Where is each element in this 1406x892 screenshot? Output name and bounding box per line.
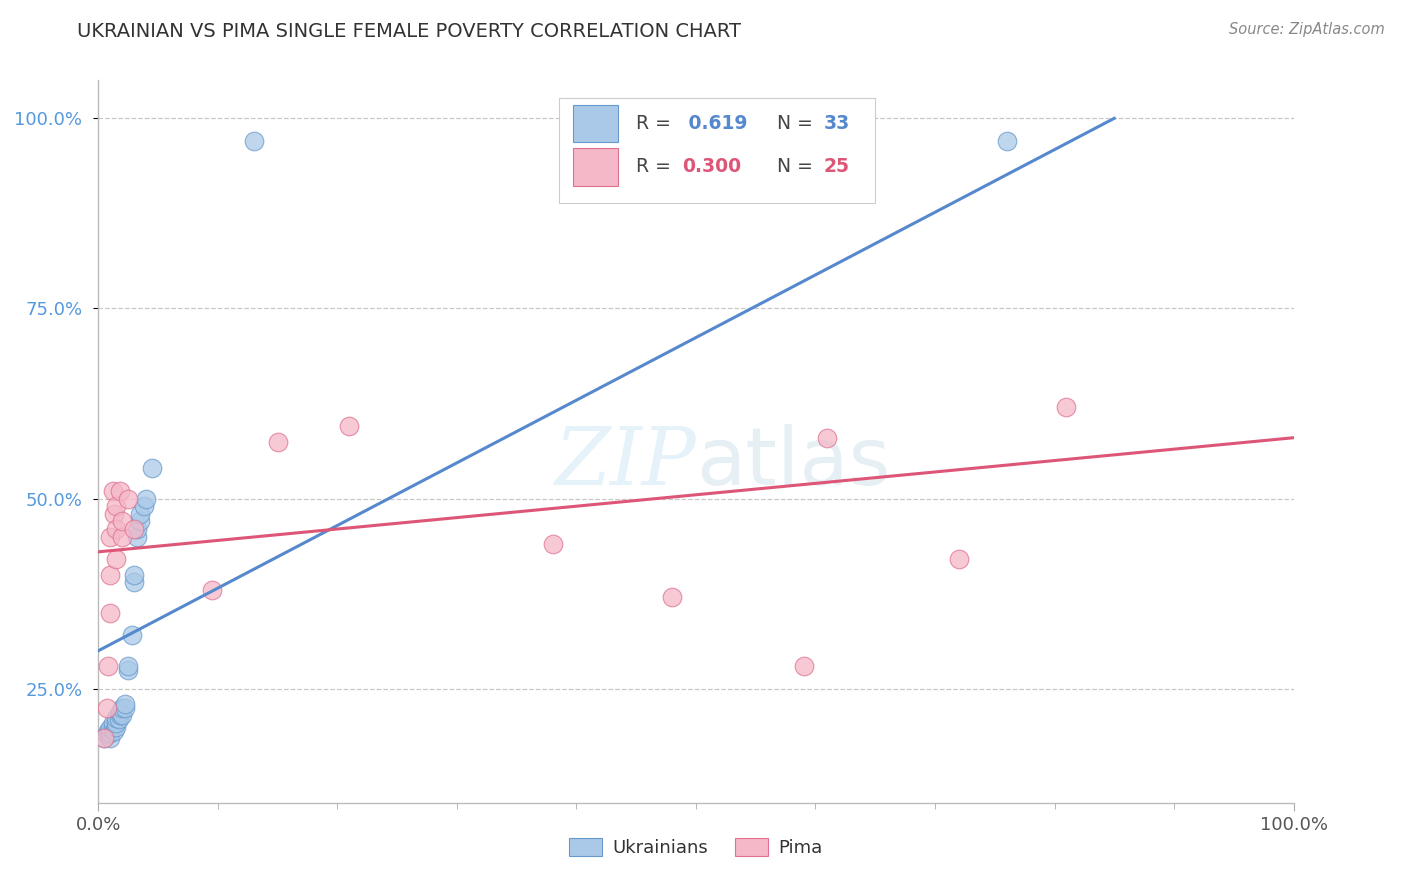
Point bbox=[243, 134, 266, 148]
Point bbox=[111, 515, 134, 529]
Text: N =: N = bbox=[765, 114, 820, 133]
Point bbox=[105, 522, 128, 536]
Point bbox=[117, 663, 139, 677]
Point bbox=[103, 723, 125, 738]
Point bbox=[815, 431, 838, 445]
Point bbox=[96, 727, 118, 741]
Point bbox=[97, 723, 120, 738]
Point bbox=[98, 726, 122, 740]
Point bbox=[105, 552, 128, 566]
Point bbox=[111, 708, 134, 723]
Point bbox=[267, 434, 290, 449]
Point bbox=[98, 731, 122, 746]
Point bbox=[125, 530, 148, 544]
FancyBboxPatch shape bbox=[572, 148, 619, 186]
Point bbox=[101, 483, 124, 498]
FancyBboxPatch shape bbox=[558, 98, 876, 203]
Text: 33: 33 bbox=[824, 114, 851, 133]
Point bbox=[105, 711, 128, 725]
Point bbox=[132, 499, 155, 513]
Text: 0.300: 0.300 bbox=[682, 158, 741, 177]
Point bbox=[129, 515, 152, 529]
Text: R =: R = bbox=[637, 114, 678, 133]
Point bbox=[124, 567, 146, 582]
Text: 25: 25 bbox=[824, 158, 849, 177]
Point bbox=[129, 507, 152, 521]
Point bbox=[111, 700, 134, 714]
Point bbox=[105, 499, 128, 513]
Point bbox=[1056, 401, 1078, 415]
Point bbox=[98, 721, 122, 735]
Point bbox=[96, 700, 118, 714]
Point bbox=[135, 491, 157, 506]
Point bbox=[141, 461, 163, 475]
Point bbox=[103, 507, 125, 521]
Point bbox=[125, 522, 148, 536]
Point bbox=[995, 134, 1018, 148]
Text: Source: ZipAtlas.com: Source: ZipAtlas.com bbox=[1229, 22, 1385, 37]
Point bbox=[114, 700, 136, 714]
Point bbox=[121, 628, 143, 642]
Text: 0.619: 0.619 bbox=[682, 114, 747, 133]
Point bbox=[541, 537, 564, 551]
Point bbox=[97, 659, 120, 673]
Point bbox=[114, 697, 136, 711]
Point bbox=[107, 712, 129, 726]
Point bbox=[108, 708, 131, 723]
Point bbox=[948, 552, 970, 566]
Legend: Ukrainians, Pima: Ukrainians, Pima bbox=[560, 829, 832, 866]
Text: N =: N = bbox=[765, 158, 820, 177]
Point bbox=[105, 720, 128, 734]
Point bbox=[98, 567, 122, 582]
Point bbox=[111, 530, 134, 544]
Point bbox=[661, 591, 683, 605]
Point bbox=[793, 659, 815, 673]
Text: ZIP: ZIP bbox=[554, 425, 696, 502]
Point bbox=[108, 483, 131, 498]
Point bbox=[339, 419, 361, 434]
Point bbox=[201, 582, 224, 597]
Text: R =: R = bbox=[637, 158, 678, 177]
Point bbox=[93, 731, 115, 746]
Point bbox=[93, 731, 115, 746]
Text: UKRAINIAN VS PIMA SINGLE FEMALE POVERTY CORRELATION CHART: UKRAINIAN VS PIMA SINGLE FEMALE POVERTY … bbox=[77, 22, 741, 41]
Point bbox=[101, 720, 124, 734]
Point bbox=[117, 659, 139, 673]
Point bbox=[124, 522, 146, 536]
Point bbox=[117, 491, 139, 506]
Point bbox=[108, 705, 131, 719]
Text: atlas: atlas bbox=[696, 425, 890, 502]
Point bbox=[124, 575, 146, 590]
Point bbox=[105, 715, 128, 730]
Point bbox=[98, 606, 122, 620]
Point bbox=[101, 715, 124, 730]
FancyBboxPatch shape bbox=[572, 105, 619, 143]
Point bbox=[98, 530, 122, 544]
